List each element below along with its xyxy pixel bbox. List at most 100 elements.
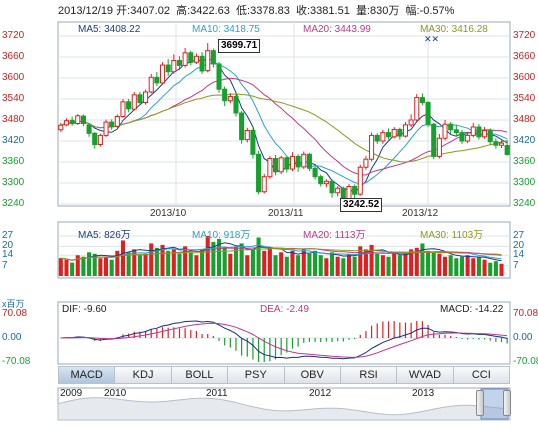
volume-bar (239, 243, 244, 276)
volume-bar (488, 262, 493, 276)
volume-bar (166, 250, 171, 276)
close-value: 3381.51 (310, 5, 350, 17)
candle-body (385, 132, 392, 138)
candle-body (143, 91, 149, 103)
candle-body (391, 128, 397, 138)
dea-line (60, 322, 508, 358)
volume-bar (75, 255, 80, 276)
candle-body (323, 180, 329, 185)
high-value: 3422.63 (190, 5, 230, 17)
volume-bar (493, 261, 498, 276)
volume-bar (92, 253, 97, 276)
tab-cci[interactable]: CCI (453, 366, 510, 384)
volume-bar (482, 259, 487, 276)
volume-bar (403, 253, 408, 276)
candle-body (114, 116, 120, 127)
nav-year-label: 2009 (60, 388, 83, 399)
candle-body (75, 115, 81, 125)
candle-body (357, 166, 363, 195)
candle-body (216, 63, 222, 90)
volume-bar (137, 255, 142, 276)
volume-bar (375, 253, 380, 276)
axis-tick-label: 3240 (513, 198, 536, 209)
volume-bar (279, 252, 284, 276)
candle-body (295, 155, 301, 168)
axis-tick-label: 7 (513, 259, 519, 271)
volume-bar (194, 255, 199, 276)
volume-bar (171, 249, 176, 276)
volume-bar (329, 252, 335, 276)
axis-tick-label: 3660 (513, 51, 536, 62)
volume-ma20-label: MA20: 1113万 (303, 230, 366, 241)
ma5-line (60, 58, 508, 193)
tab-kdj[interactable]: KDJ (115, 366, 172, 384)
volume-bar (465, 255, 470, 276)
event-marker-icon[interactable]: ✕✕ (424, 34, 440, 44)
candle-body (182, 52, 188, 66)
candle-body (199, 55, 205, 72)
axis-tick-label: 3360 (2, 156, 25, 167)
volume-bar (409, 249, 414, 276)
panel-frame (57, 301, 511, 365)
axis-tick-label: 70.08 (513, 308, 538, 319)
volume-ma30-label: MA30: 1103万 (420, 230, 484, 241)
candle-body (244, 130, 250, 141)
candle-body (272, 158, 279, 173)
candle-body (436, 137, 442, 157)
close-label: 收: (295, 5, 311, 17)
candle-body (233, 96, 239, 114)
candle-body (448, 123, 454, 131)
candle-body (284, 157, 290, 170)
navigator-area-fill (57, 397, 511, 421)
nav-year-label: 2013 (412, 388, 435, 399)
candle-body (222, 88, 228, 102)
macd-lines (60, 320, 508, 360)
tab-psy[interactable]: PSY (228, 366, 285, 384)
volume-bar (335, 256, 340, 276)
volume-bar (386, 256, 391, 276)
tab-wvad[interactable]: WVAD (397, 366, 454, 384)
volume-bar (64, 259, 69, 276)
candle-body (176, 60, 183, 66)
volume-bar (437, 253, 442, 276)
candle-body (419, 97, 425, 103)
volume-bar (414, 247, 419, 276)
candle-body (329, 180, 335, 194)
candle-body (397, 128, 403, 137)
open-value: 3407.02 (130, 5, 170, 17)
tab-macd[interactable]: MACD (58, 366, 116, 384)
panel-frame (57, 221, 511, 279)
dif-line (60, 320, 508, 360)
candle-body (250, 130, 256, 155)
volume-label: 量: (355, 5, 370, 17)
candle-body (137, 94, 143, 104)
volume-bar (87, 252, 92, 276)
candle-body (86, 124, 92, 134)
axis-tick-label: 7 (2, 259, 8, 271)
high-price-callout: 3699.71 (218, 39, 261, 53)
tab-rsi[interactable]: RSI (340, 366, 398, 384)
nav-year-label: 2012 (309, 388, 332, 399)
candle-body (58, 124, 64, 131)
navigator-left-handle[interactable] (476, 390, 484, 416)
axis-tick-label: 3540 (513, 93, 536, 104)
volume-bar (98, 258, 103, 276)
axis-tick-label: 3360 (513, 156, 536, 167)
tab-boll[interactable]: BOLL (171, 366, 229, 384)
axis-tick-label: 27 (513, 230, 525, 241)
candle-body (369, 134, 375, 160)
candle-body (69, 119, 75, 124)
volume-bar (273, 255, 278, 276)
candle-body (148, 76, 154, 93)
axis-tick-label: 3540 (2, 93, 25, 104)
tab-obv[interactable]: OBV (284, 366, 341, 384)
candle-body (188, 52, 194, 63)
price-ma20-label: MA20: 3443.99 (303, 24, 371, 35)
navigator-right-handle[interactable] (503, 390, 511, 416)
volume-bar (262, 250, 267, 276)
candle-body (380, 132, 386, 142)
candle-body (363, 158, 369, 168)
candle-body (442, 123, 448, 139)
axis-tick-label: -70.08 (513, 356, 538, 367)
